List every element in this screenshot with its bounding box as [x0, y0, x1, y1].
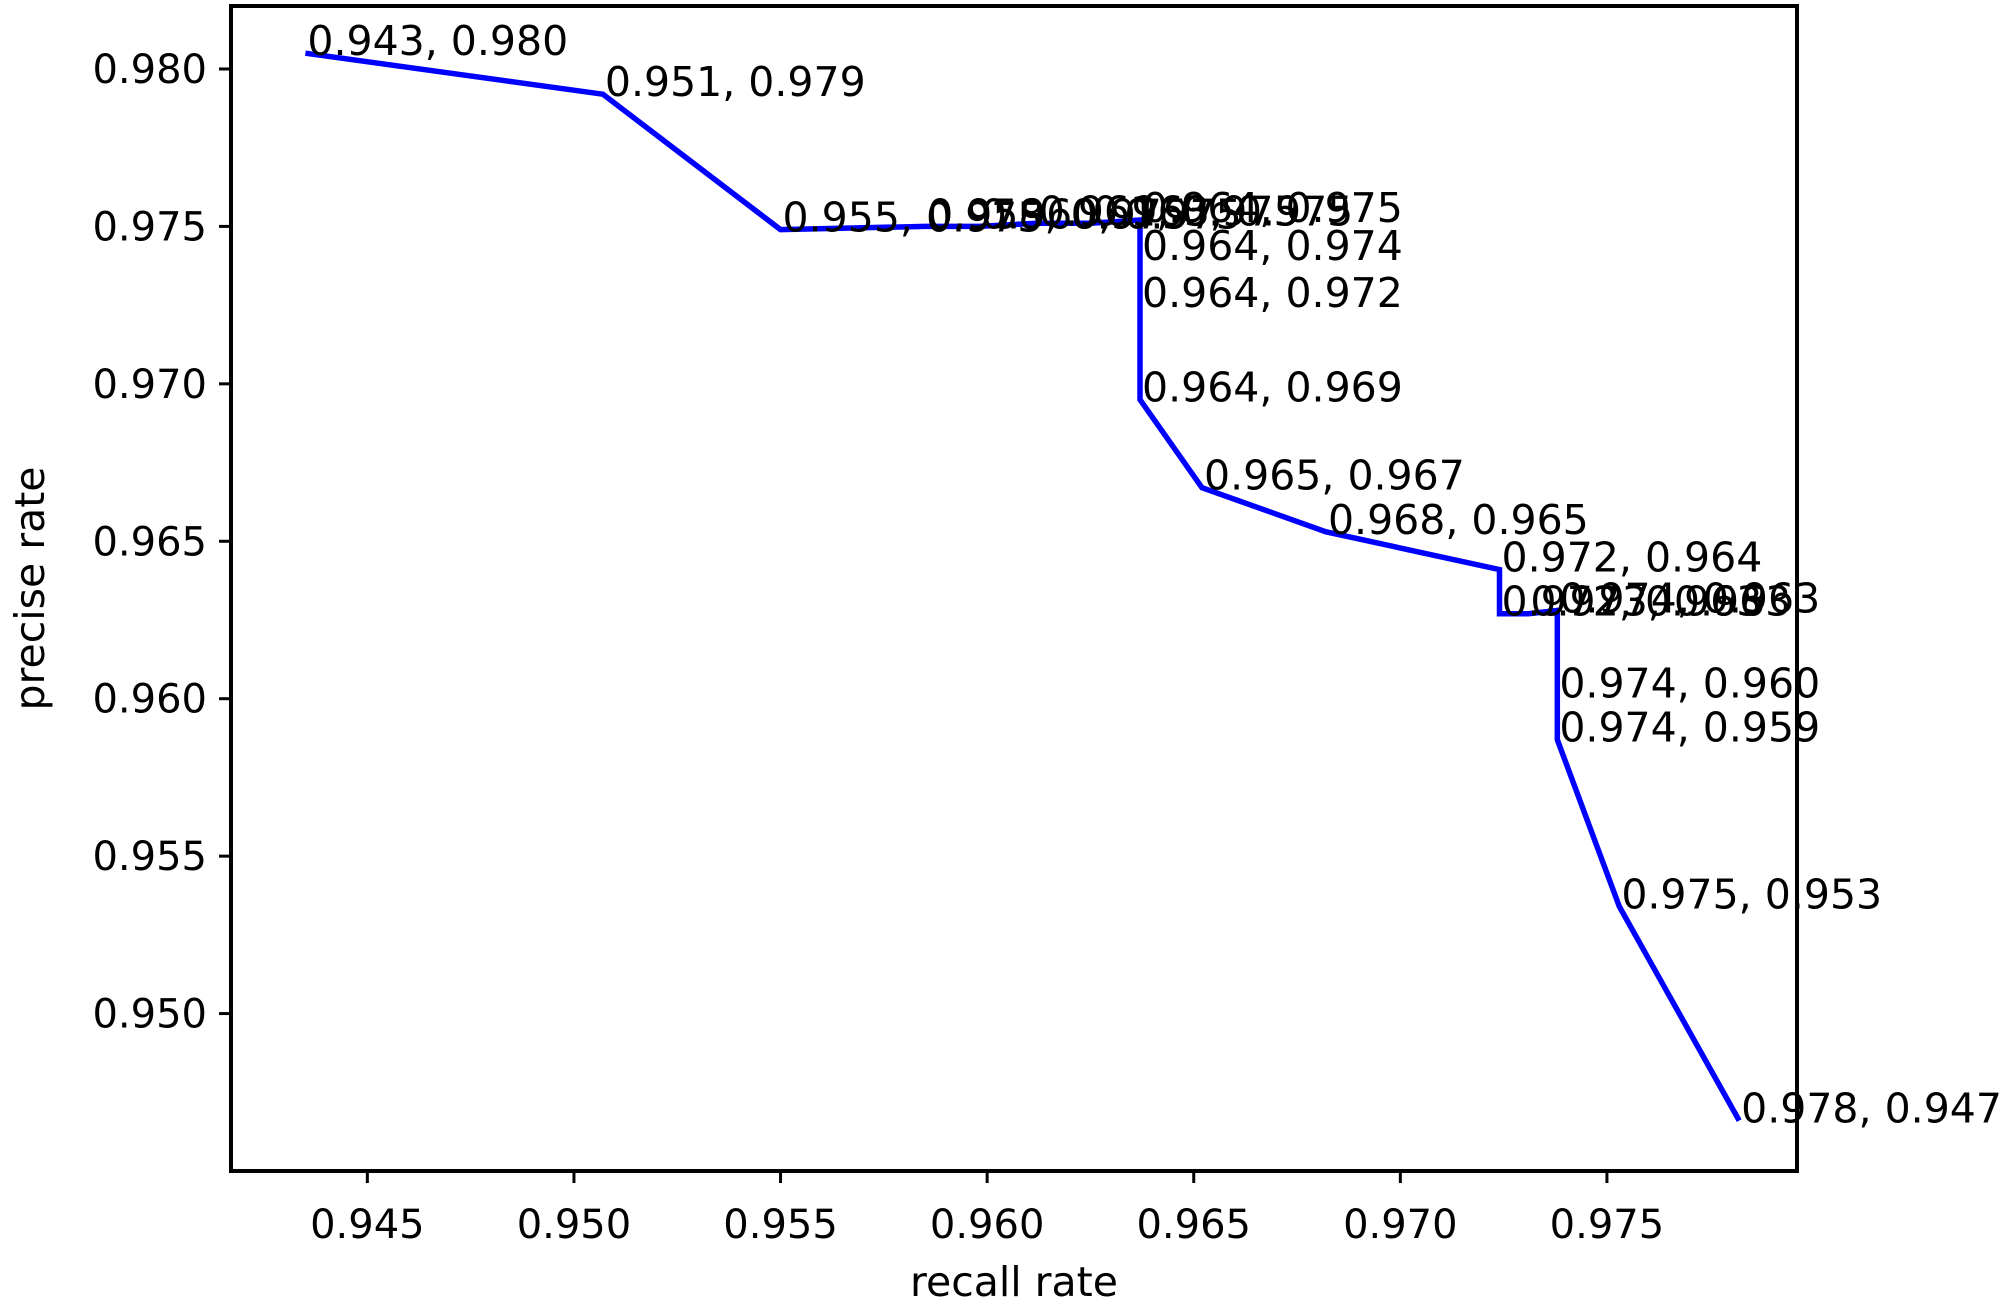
x-axis: 0.945 0.950 0.955 0.960 0.965 0.970 0.975 — [310, 1171, 1664, 1248]
x-tick-label: 0.970 — [1343, 1202, 1458, 1248]
x-tick-label: 0.975 — [1550, 1202, 1665, 1248]
x-tick-label: 0.965 — [1136, 1202, 1251, 1248]
data-point-label: 0.964, 0.969 — [1142, 364, 1403, 412]
y-tick-label: 0.975 — [92, 204, 207, 250]
data-point-label: 0.951, 0.979 — [605, 58, 866, 106]
data-point-label: 0.975, 0.953 — [1621, 871, 1882, 919]
data-point-label: 0.978, 0.947 — [1741, 1085, 2000, 1133]
data-point-label: 0.960, 0.975 — [981, 190, 1242, 238]
plot-area-frame — [229, 4, 1799, 1173]
data-point-label: 0.968, 0.965 — [1328, 496, 1589, 544]
data-point-label: 0.964, 0.972 — [1142, 269, 1403, 317]
y-tick-label: 0.980 — [92, 47, 207, 93]
data-point-label: 0.955, 0.975 — [783, 194, 1044, 242]
y-tick-label: 0.970 — [92, 362, 207, 408]
x-axis-title: recall rate — [910, 1258, 1118, 1306]
data-point-label: 0.965, 0.967 — [1204, 452, 1465, 500]
data-point-label: 0.963, 0.975 — [1092, 187, 1353, 235]
data-point-label: 0.973, 0.963 — [1530, 578, 1791, 626]
data-point-label: 0.974, 0.959 — [1559, 704, 1820, 752]
data-point-label: 0.972, 0.964 — [1502, 534, 1763, 582]
x-tick-label: 0.950 — [517, 1202, 632, 1248]
y-tick-label: 0.955 — [92, 834, 207, 880]
y-axis-title: precise rate — [6, 466, 54, 710]
data-point-label: 0.943, 0.980 — [307, 17, 568, 65]
y-tick-label: 0.960 — [92, 677, 207, 723]
x-tick-label: 0.955 — [723, 1202, 838, 1248]
y-axis: 0.950 0.955 0.960 0.965 0.970 0.975 0.980 — [92, 47, 231, 1038]
data-point-label: 0.964, 0.975 — [1142, 184, 1403, 232]
data-point-label: 0.974, 0.963 — [1559, 575, 1820, 623]
data-point-label: 0.961, 0.975 — [1039, 187, 1300, 235]
data-point-label: 0.972, 0.963 — [1502, 578, 1763, 626]
series-line — [305, 50, 1742, 1122]
x-tick-label: 0.945 — [310, 1202, 425, 1248]
data-point-label: 0.958, 0.975 — [927, 190, 1188, 238]
data-labels: 0.943, 0.980 0.951, 0.979 0.955, 0.9750.95… — [307, 17, 2000, 1132]
x-tick-label: 0.960 — [930, 1202, 1045, 1248]
y-tick-label: 0.965 — [92, 519, 207, 565]
y-tick-label: 0.950 — [92, 992, 207, 1038]
data-point-label: 0.964, 0.974 — [1142, 222, 1403, 270]
data-point-label: 0.974, 0.960 — [1559, 660, 1820, 708]
